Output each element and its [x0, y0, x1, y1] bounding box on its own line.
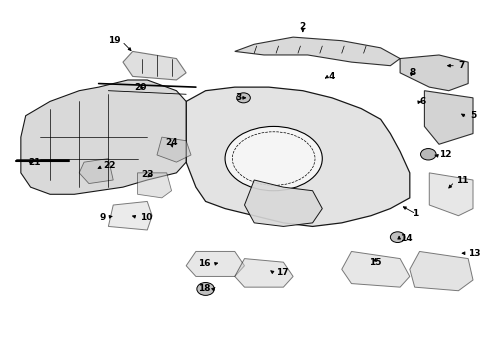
Text: 16: 16 — [198, 260, 210, 269]
Polygon shape — [122, 51, 186, 80]
Text: 7: 7 — [458, 61, 464, 70]
Polygon shape — [409, 251, 472, 291]
Text: 15: 15 — [369, 258, 381, 267]
Text: 13: 13 — [467, 249, 480, 258]
Text: 5: 5 — [469, 111, 476, 120]
Text: 11: 11 — [455, 176, 468, 185]
Text: 20: 20 — [134, 83, 146, 92]
Text: 23: 23 — [141, 170, 153, 179]
Text: 8: 8 — [409, 68, 415, 77]
Polygon shape — [157, 137, 191, 162]
Ellipse shape — [224, 126, 322, 191]
Text: 14: 14 — [399, 234, 412, 243]
Polygon shape — [186, 251, 244, 276]
Text: 3: 3 — [235, 93, 242, 102]
Polygon shape — [341, 251, 409, 287]
Polygon shape — [108, 202, 152, 230]
Text: 24: 24 — [165, 138, 178, 147]
Text: 9: 9 — [100, 213, 106, 222]
Text: 22: 22 — [103, 161, 116, 170]
Polygon shape — [244, 180, 322, 226]
Polygon shape — [424, 91, 472, 144]
Circle shape — [389, 232, 404, 243]
Text: 17: 17 — [276, 268, 288, 277]
Text: 19: 19 — [108, 36, 120, 45]
Polygon shape — [79, 158, 113, 184]
Text: 21: 21 — [28, 158, 41, 167]
Circle shape — [197, 283, 214, 296]
Polygon shape — [234, 37, 399, 66]
Polygon shape — [234, 258, 292, 287]
Text: 4: 4 — [328, 72, 334, 81]
Circle shape — [420, 149, 435, 160]
Text: 18: 18 — [198, 284, 210, 293]
Text: 1: 1 — [411, 210, 418, 219]
Polygon shape — [137, 173, 171, 198]
Polygon shape — [428, 173, 472, 216]
Polygon shape — [186, 87, 409, 226]
Polygon shape — [21, 80, 186, 194]
Polygon shape — [399, 55, 467, 91]
Text: 12: 12 — [438, 150, 450, 159]
Text: 6: 6 — [419, 97, 425, 106]
Text: 10: 10 — [140, 213, 152, 222]
Text: 2: 2 — [299, 22, 305, 31]
Circle shape — [236, 93, 250, 103]
